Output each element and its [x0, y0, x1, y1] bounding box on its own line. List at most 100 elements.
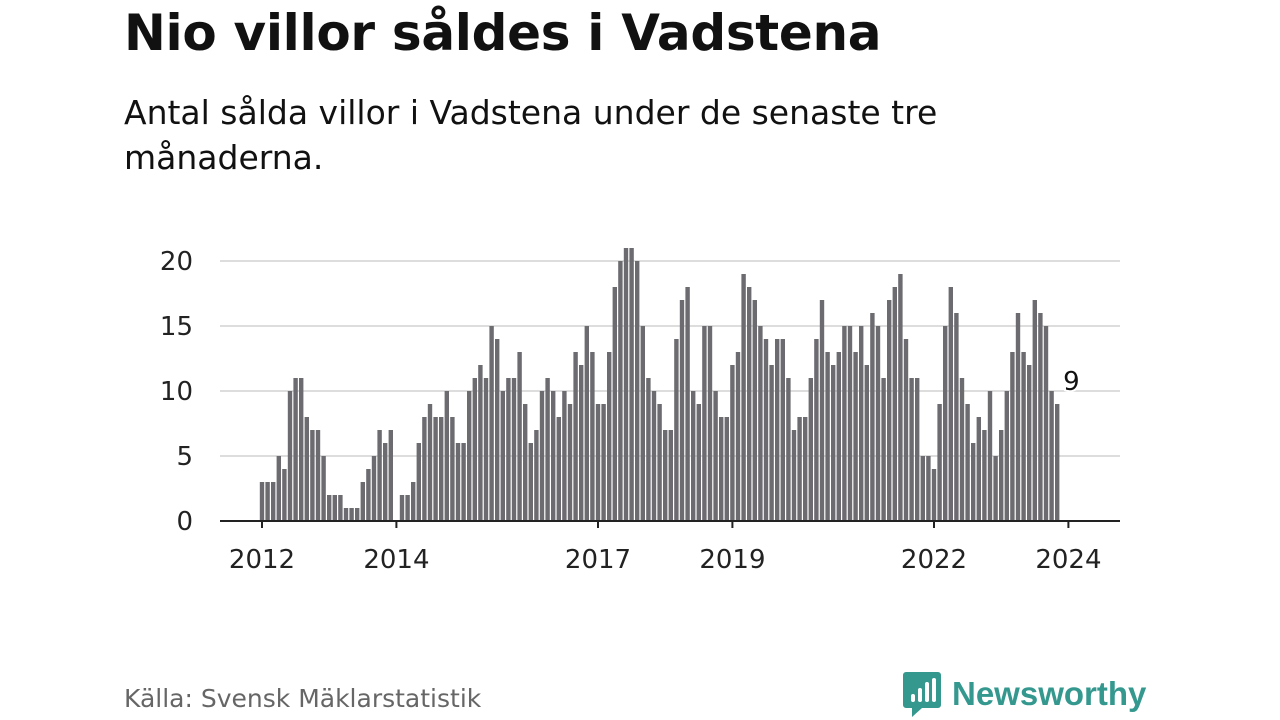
x-tick-label: 2019: [699, 545, 765, 575]
bar: [982, 430, 987, 521]
bar: [931, 469, 937, 521]
bar: [427, 404, 433, 521]
bar: [450, 417, 455, 521]
bar: [1043, 326, 1049, 521]
bar: [668, 430, 673, 521]
x-tick-label: 2024: [1035, 545, 1101, 575]
bar: [926, 456, 931, 521]
bar: [472, 378, 477, 521]
bar: [719, 417, 724, 521]
bar: [1021, 352, 1026, 521]
bar: [315, 430, 321, 521]
bar: [965, 404, 970, 521]
bar: [1032, 300, 1037, 521]
source-note: Källa: Svensk Mäklarstatistik: [124, 684, 482, 713]
bar: [506, 378, 511, 521]
bar: [836, 352, 841, 521]
bar: [999, 430, 1004, 521]
bar: [640, 326, 645, 521]
x-tick-label: 2012: [229, 545, 295, 575]
bar: [573, 352, 578, 521]
bar: [388, 430, 393, 521]
bar: [343, 508, 349, 521]
bar: [948, 287, 953, 521]
bar: [657, 404, 662, 521]
bar: [411, 482, 416, 521]
bar: [803, 417, 808, 521]
bar: [713, 391, 718, 521]
bar: [741, 274, 746, 521]
bar: [954, 313, 959, 521]
bar: [685, 287, 690, 521]
bar: [797, 417, 802, 521]
bar: [287, 391, 293, 521]
x-tick-label: 2022: [901, 545, 967, 575]
brand-name: Newsworthy: [952, 675, 1147, 712]
bar: [461, 443, 466, 521]
bar: [747, 287, 752, 521]
bar: [735, 352, 741, 521]
bar: [444, 391, 449, 521]
bar: [959, 378, 965, 521]
bar: [422, 417, 427, 521]
chart-subtitle: Antal sålda villor i Vadstena under de s…: [124, 93, 938, 177]
bar: [943, 326, 948, 521]
bar: [545, 378, 550, 521]
bar: [674, 339, 679, 521]
bar: [562, 391, 567, 521]
bar: [864, 365, 869, 521]
bar: [500, 391, 505, 521]
bar: [976, 417, 981, 521]
bars: [259, 248, 1060, 521]
annotations: 9: [1061, 365, 1082, 399]
bar: [1010, 352, 1015, 521]
bar: [579, 365, 584, 521]
bar: [567, 404, 573, 521]
bar: [416, 443, 421, 521]
bar: [467, 391, 472, 521]
bar: [478, 365, 483, 521]
bar: [310, 430, 315, 521]
bar: [455, 443, 461, 521]
bar: [590, 352, 595, 521]
bar: [539, 391, 545, 521]
bar: [1055, 404, 1060, 521]
bar: [399, 495, 405, 521]
x-tick-label: 2014: [363, 545, 429, 575]
bar: [276, 456, 281, 521]
bar: [752, 300, 757, 521]
bar: [831, 365, 836, 521]
bar: [987, 391, 993, 521]
bar: [819, 300, 825, 521]
bar: [903, 339, 909, 521]
bar: [259, 482, 265, 521]
bar: [623, 248, 629, 521]
bar: [534, 430, 539, 521]
bar: [601, 404, 606, 521]
bar: [349, 508, 354, 521]
bar: [551, 391, 556, 521]
bar: [265, 482, 270, 521]
bar: [607, 352, 612, 521]
bar: [528, 443, 533, 521]
bar: [360, 482, 365, 521]
bar: [842, 326, 847, 521]
bar: [971, 443, 976, 521]
y-tick-label: 5: [176, 442, 193, 472]
bar: [1015, 313, 1021, 521]
bar: [299, 378, 304, 521]
bar: [327, 495, 332, 521]
bar: [332, 495, 337, 521]
bar: [780, 339, 785, 521]
y-tick-label: 0: [176, 507, 193, 537]
bar: [495, 339, 500, 521]
bar: [556, 417, 561, 521]
bar: [584, 326, 589, 521]
bar: [786, 378, 791, 521]
bar: [511, 378, 517, 521]
bar: [433, 417, 438, 521]
bar: [366, 469, 371, 521]
bar: [646, 378, 651, 521]
bar: [909, 378, 914, 521]
bar: [892, 287, 897, 521]
